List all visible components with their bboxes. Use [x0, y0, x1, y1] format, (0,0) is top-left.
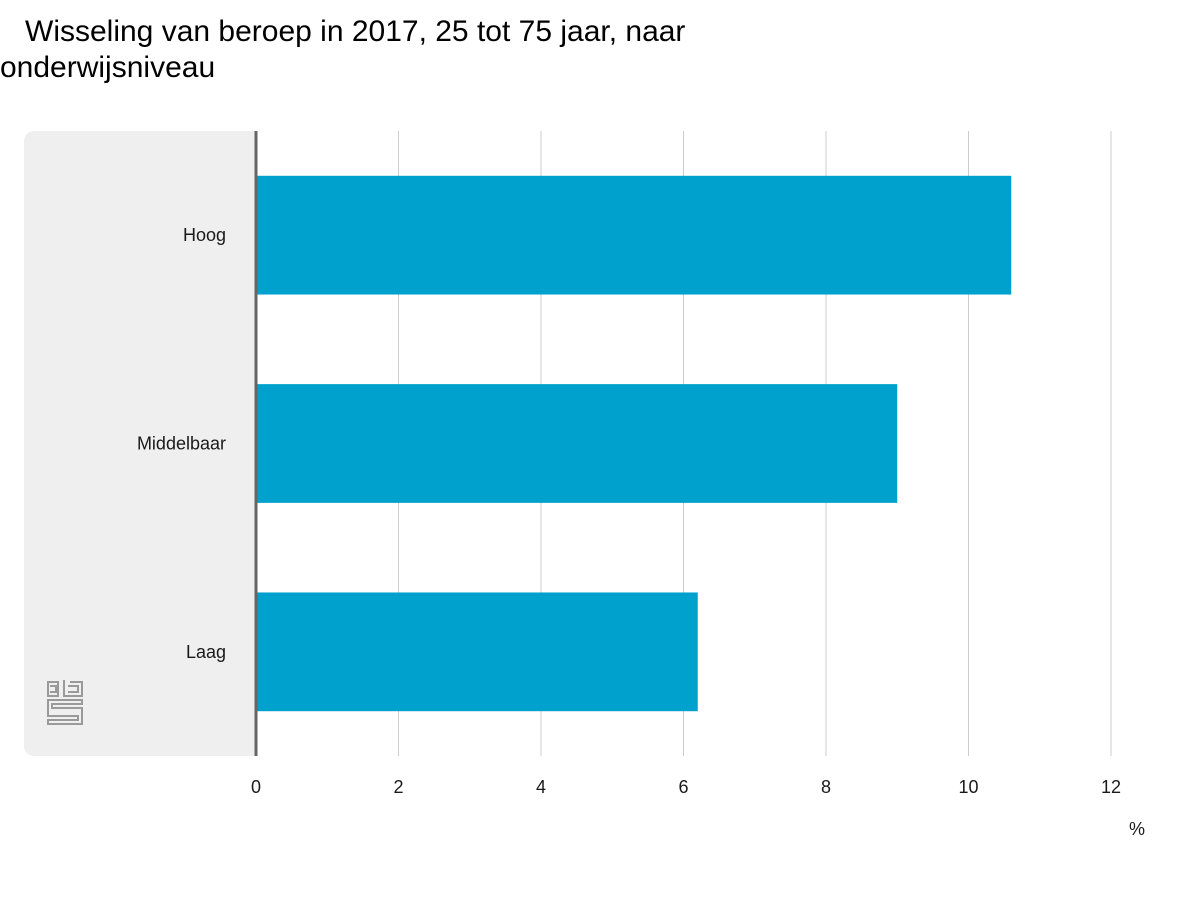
cbs-logo	[47, 680, 83, 725]
x-tick-label: 10	[958, 777, 978, 797]
x-tick-label: 4	[536, 777, 546, 797]
category-labels: Hoog Middelbaar Laag	[137, 225, 226, 662]
x-tick-label: 2	[393, 777, 403, 797]
category-label-middelbaar: Middelbaar	[137, 434, 226, 454]
category-panel	[24, 131, 256, 756]
chart-title: Wisseling van beroep in 2017, 25 tot 75 …	[0, 15, 686, 84]
x-tick-label: 0	[251, 777, 261, 797]
bar-middelbaar	[256, 384, 898, 503]
bar-hoog	[256, 175, 1012, 295]
x-tick-label: 8	[821, 777, 831, 797]
unit-label: %	[1129, 819, 1145, 839]
x-tick-label: 6	[678, 777, 688, 797]
category-label-hoog: Hoog	[183, 225, 226, 245]
bar-laag	[256, 592, 698, 712]
category-panel-edge	[200, 131, 256, 756]
x-tick-labels: 0 2 4 6 8 10 12	[251, 777, 1121, 797]
bars	[256, 175, 1012, 712]
category-label-laag: Laag	[186, 642, 226, 662]
x-tick-label: 12	[1101, 777, 1121, 797]
